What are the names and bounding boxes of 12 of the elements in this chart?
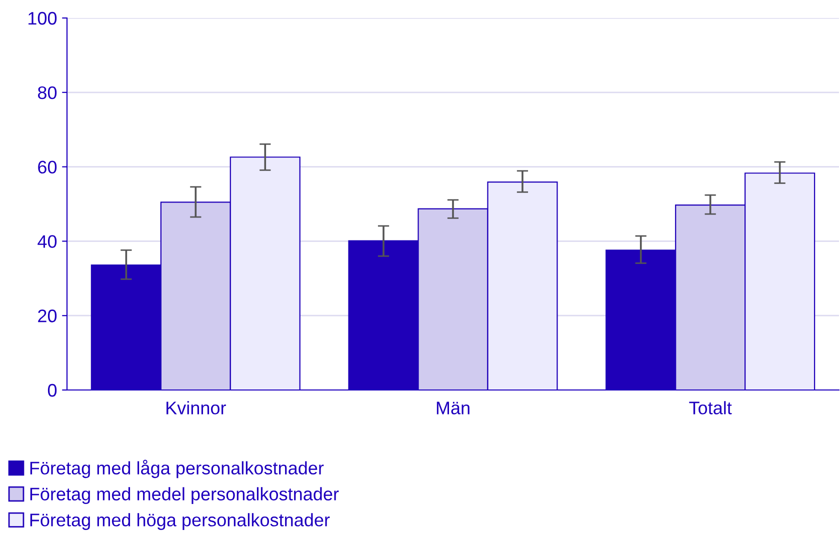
x-tick-label: Män <box>436 402 470 414</box>
y-tick-label: 60 <box>38 160 57 174</box>
y-tick-label: 80 <box>38 86 57 100</box>
x-tick-label: Totalt <box>689 401 732 414</box>
legend-label: Företag med höga personalkostnader <box>30 513 330 530</box>
x-tick-label: Kvinnor <box>166 401 226 414</box>
legend-label: Företag med låga personalkostnader <box>30 460 324 478</box>
y-tick-label: 0 <box>48 384 57 397</box>
y-tick-label: 40 <box>38 235 57 248</box>
y-tick-label: 20 <box>38 310 57 322</box>
legend-label: Företag med medel personalkostnader <box>30 487 339 504</box>
y-tick-label: 100 <box>28 12 57 25</box>
